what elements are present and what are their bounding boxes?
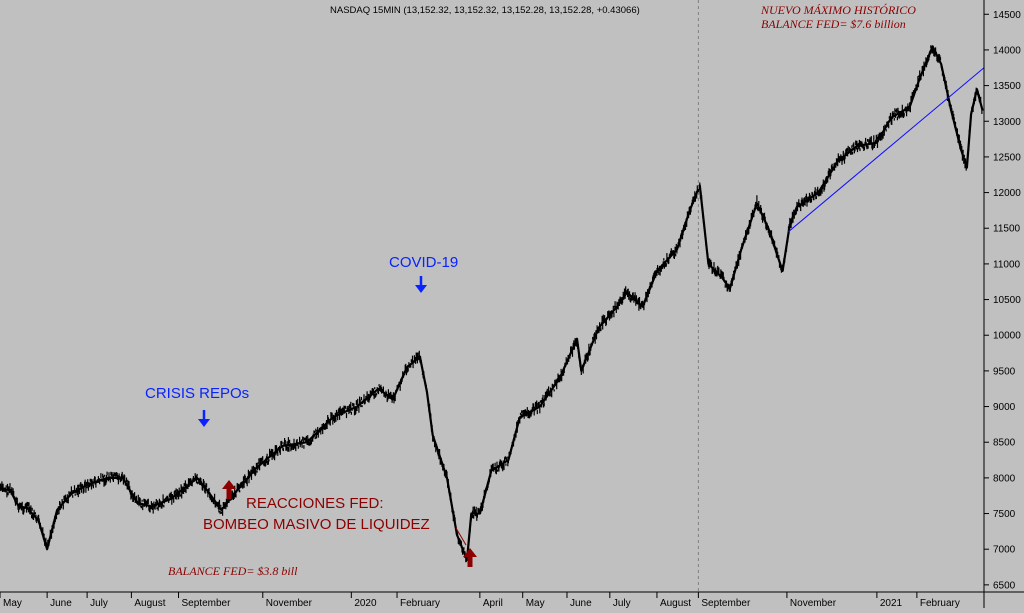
x-tick-label: July (90, 598, 108, 608)
annotation-nuevo-maximo: NUEVO MÁXIMO HISTÓRICO (760, 3, 916, 17)
y-tick-label: 10500 (993, 295, 1021, 306)
y-tick-label: 12000 (993, 188, 1021, 199)
x-tick-label: June (570, 598, 592, 608)
y-tick-label: 14000 (993, 45, 1021, 56)
price-line (0, 45, 984, 561)
y-tick-label: 14500 (993, 10, 1021, 21)
x-tick-label: September (182, 598, 232, 608)
x-tick-label: June (50, 598, 72, 608)
annotation-balance-fed-start: BALANCE FED= $3.8 bill (168, 564, 298, 578)
y-tick-label: 6500 (993, 580, 1016, 591)
x-tick-label: February (920, 598, 960, 608)
y-tick-label: 11000 (993, 259, 1021, 270)
y-tick-label: 8500 (993, 438, 1016, 449)
arrow-up-icon (222, 480, 236, 499)
y-tick-label: 9500 (993, 366, 1016, 377)
y-tick-label: 13500 (993, 81, 1021, 92)
x-tick-label: February (400, 598, 440, 608)
x-tick-label: 2021 (880, 598, 903, 608)
annotation-crisis-repos: CRISIS REPOs (145, 385, 249, 402)
y-tick-label: 7000 (993, 545, 1016, 556)
arrow-down-icon (198, 410, 210, 427)
y-tick-label: 12500 (993, 152, 1021, 163)
y-tick-label: 11500 (993, 224, 1021, 235)
annotation-reacciones-fed: REACCIONES FED: (246, 495, 384, 512)
x-tick-label: May (526, 598, 545, 608)
annotation-bombeo-liquidez: BOMBEO MASIVO DE LIQUIDEZ (203, 516, 430, 533)
x-tick-label: 2020 (354, 598, 377, 608)
x-tick-label: August (660, 598, 691, 608)
x-tick-label: July (613, 598, 631, 608)
y-tick-label: 10000 (993, 331, 1021, 342)
y-tick-label: 13000 (993, 117, 1021, 128)
x-tick-label: November (266, 598, 313, 608)
annotation-balance-fed-end: BALANCE FED= $7.6 billion (761, 17, 906, 31)
arrow-down-icon (415, 276, 427, 293)
trendline (788, 67, 985, 233)
y-tick-label: 9000 (993, 402, 1016, 413)
x-tick-label: May (3, 598, 22, 608)
y-tick-label: 8000 (993, 473, 1016, 484)
annotation-covid-19: COVID-19 (389, 254, 458, 271)
annotation-leader-line (455, 527, 467, 546)
x-tick-label: August (134, 598, 165, 608)
x-tick-label: November (790, 598, 837, 608)
x-tick-label: April (483, 598, 503, 608)
arrow-up-icon (463, 548, 477, 567)
x-tick-label: September (701, 598, 751, 608)
price-series (0, 45, 985, 563)
y-tick-label: 7500 (993, 509, 1016, 520)
chart-title: NASDAQ 15MIN (13,152.32, 13,152.32, 13,1… (330, 5, 640, 16)
